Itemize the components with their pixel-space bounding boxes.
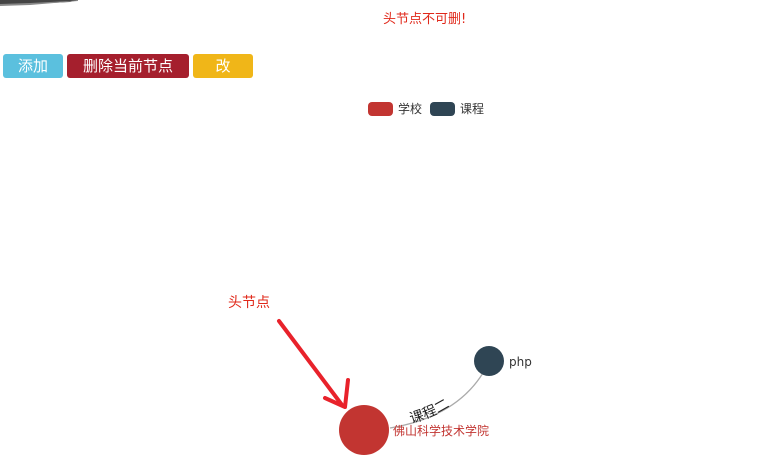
annotation-arrow-icon [277, 319, 350, 409]
legend-swatch-course [430, 101, 456, 116]
graph-node-school-label: 佛山科学技术学院 [393, 423, 489, 438]
graph-link-label-text: 课程二 [408, 396, 452, 427]
legend-item-school[interactable]: 学校 [368, 100, 422, 117]
legend: 学校 课程 [368, 100, 484, 117]
graph-link-label: 课程二 [408, 396, 452, 427]
toolbar: 添加 删除当前节点 改 [3, 54, 253, 78]
legend-swatch-school [368, 101, 393, 116]
legend-item-course[interactable]: 课程 [430, 100, 484, 117]
corner-decoration [0, 0, 78, 6]
delete-node-button[interactable]: 删除当前节点 [67, 54, 189, 78]
legend-label-course: 课程 [460, 102, 485, 116]
graph-node-course-label: php [509, 355, 532, 369]
head-node-annotation: 头节点 [228, 295, 270, 311]
graph-node-school[interactable] [339, 405, 389, 455]
graph-link[interactable] [389, 363, 489, 429]
edit-button[interactable]: 改 [193, 54, 253, 78]
warning-message: 头节点不可删! [383, 12, 467, 27]
graph-node-course[interactable] [474, 346, 504, 376]
add-button[interactable]: 添加 [3, 54, 63, 78]
legend-label-school: 学校 [398, 102, 423, 116]
